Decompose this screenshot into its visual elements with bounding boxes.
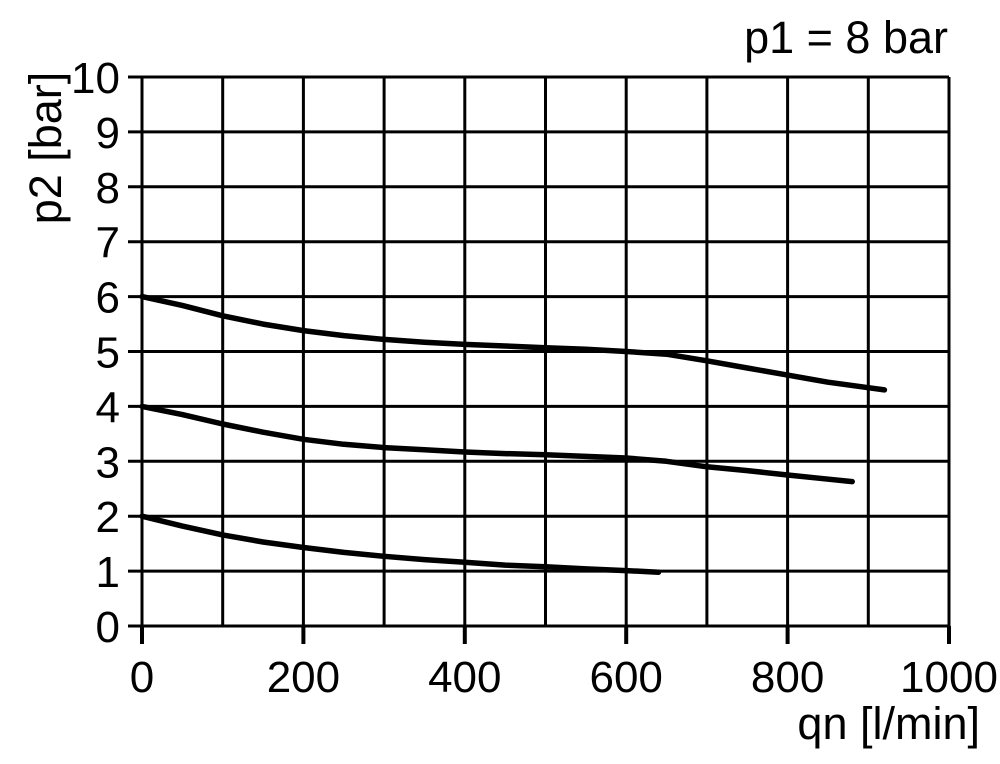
y-tick-label: 5 [96,329,120,378]
y-tick-label: 10 [71,54,120,103]
x-tick-label: 600 [589,653,662,702]
y-tick-label: 4 [96,383,120,432]
inlet-pressure-annotation: p1 = 8 bar [744,12,948,63]
x-tick-label: 400 [428,653,501,702]
y-tick-label: 3 [96,438,120,487]
y-axis-title: p2 [bar] [20,71,71,225]
x-tick-label: 0 [130,653,154,702]
y-tick-label: 7 [96,219,120,268]
y-tick-label: 2 [96,493,120,542]
curve-outlet-pressure-setting-2-bar [139,513,662,575]
x-tick-label: 200 [267,653,340,702]
y-tick-label: 9 [96,109,120,158]
y-tick-label: 6 [96,274,120,323]
y-tick-label: 8 [96,164,120,213]
x-tick-label: 1000 [900,653,998,702]
x-axis-title: qn [l/min] [797,698,980,749]
y-tick-label: 0 [96,603,120,652]
x-tick-label: 800 [751,653,824,702]
curve-outlet-pressure-setting-6-bar [139,293,888,393]
y-tick-label: 1 [96,548,120,597]
curve-outlet-pressure-setting-4-bar [139,403,855,485]
